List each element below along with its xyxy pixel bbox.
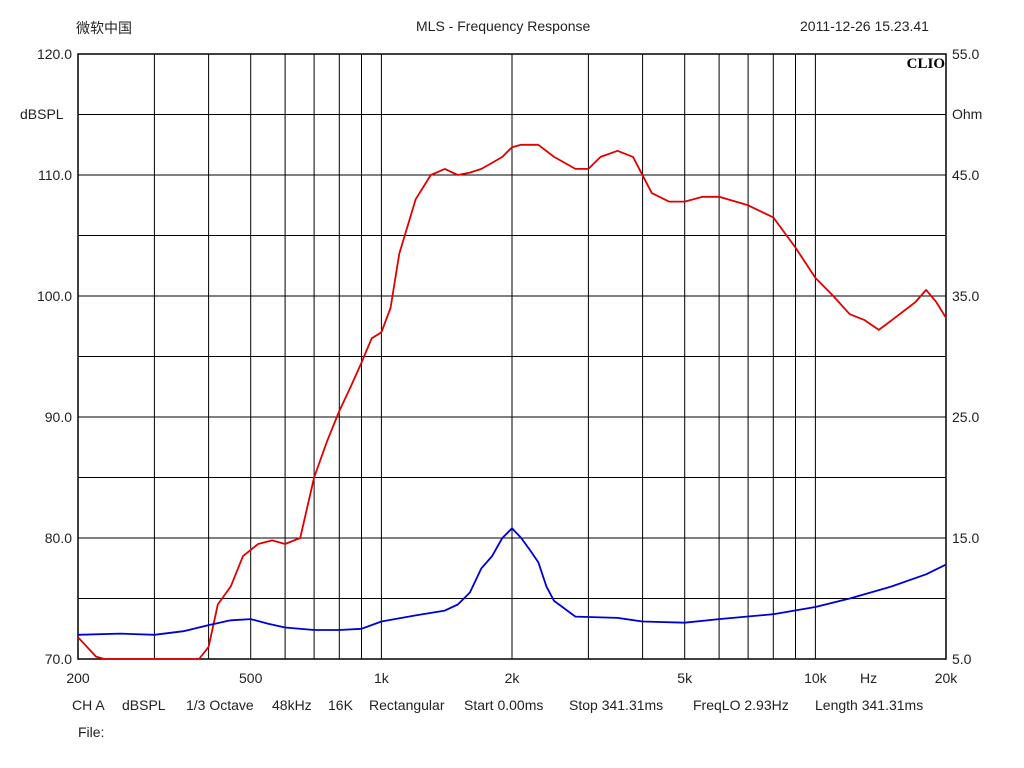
y-tick-label: 100.0 xyxy=(37,288,72,304)
footer-window: Rectangular xyxy=(369,697,445,713)
clio-logo: CLIO xyxy=(907,56,945,72)
footer-smoothing: 1/3 Octave xyxy=(186,697,254,713)
y2-tick-label: 45.0 xyxy=(952,167,979,183)
series-layer xyxy=(77,143,947,660)
footer-file-label: File: xyxy=(78,724,105,740)
chart-title: MLS - Frequency Response xyxy=(416,18,591,34)
y-tick-label: 90.0 xyxy=(45,409,72,425)
footer-length: Length 341.31ms xyxy=(815,697,924,713)
x-axis-unit: Hz xyxy=(860,670,877,686)
y2-tick-label: 5.0 xyxy=(952,651,972,667)
y2-axis-unit: Ohm xyxy=(952,106,982,122)
x-tick-label: 200 xyxy=(66,670,90,686)
y-tick-label: 110.0 xyxy=(38,167,72,183)
tick-labels: 200 500 1k 2k 5k 10k 20k 70.0 80.0 90.0 100.0 110.0… xyxy=(37,46,980,686)
x-tick-label: 500 xyxy=(239,670,263,686)
x-tick-label: 20k xyxy=(935,670,959,686)
y2-tick-label: 25.0 xyxy=(952,409,979,425)
y2-tick-label: 35.0 xyxy=(952,288,979,304)
x-tick-label: 10k xyxy=(804,670,828,686)
y-axis-unit: dBSPL xyxy=(20,106,64,122)
footer-stop: Stop 341.31ms xyxy=(569,697,664,713)
app-name: 微软中国 xyxy=(76,20,132,36)
y-tick-label: 70.0 xyxy=(45,651,72,667)
y2-tick-label: 55.0 xyxy=(952,46,979,62)
x-tick-label: 1k xyxy=(374,670,390,686)
y-tick-label: 120.0 xyxy=(37,46,72,62)
footer-start: Start 0.00ms xyxy=(464,697,544,713)
footer-sample-rate: 48kHz xyxy=(272,697,312,713)
x-tick-label: 5k xyxy=(677,670,693,686)
footer-channel: CH A xyxy=(72,697,105,713)
footer-freqlo: FreqLO 2.93Hz xyxy=(693,697,789,713)
timestamp: 2011-12-26 15.23.41 xyxy=(800,18,929,34)
y2-tick-label: 15.0 xyxy=(952,530,979,546)
footer-size: 16K xyxy=(328,697,353,713)
y-tick-label: 80.0 xyxy=(45,530,72,546)
grid-lines xyxy=(78,54,946,659)
series-line-ohm xyxy=(77,527,947,636)
series-line-dbspl xyxy=(77,143,947,660)
footer-unit: dBSPL xyxy=(122,697,166,713)
x-tick-label: 2k xyxy=(505,670,521,686)
